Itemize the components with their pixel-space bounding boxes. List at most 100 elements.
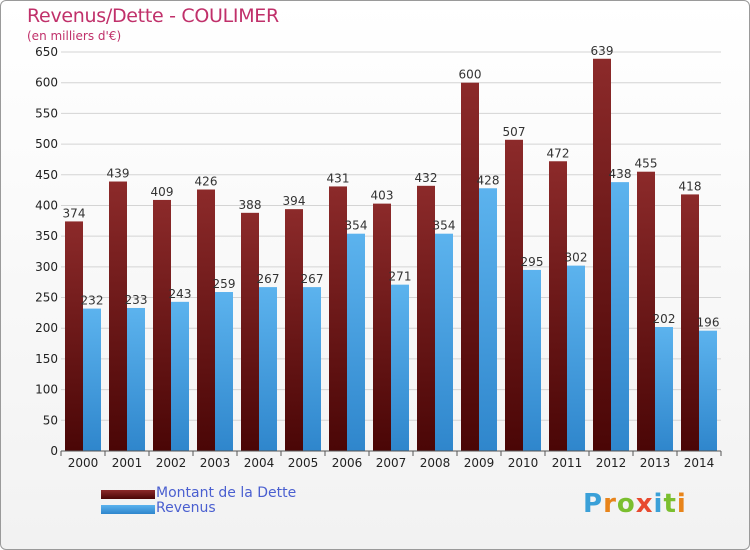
data-label-revenus-2005: 267 (301, 272, 324, 286)
logo-letter: r (603, 489, 617, 519)
y-tick-label: 300 (35, 260, 58, 274)
data-label-revenus-2000: 232 (81, 294, 104, 308)
bar-revenus-2013 (655, 327, 673, 451)
bar-debt-2001 (109, 181, 127, 451)
bar-debt-2013 (637, 171, 655, 451)
y-tick-label: 400 (35, 198, 58, 212)
data-label-revenus-2006: 354 (345, 219, 368, 233)
bar-revenus-2000 (83, 308, 101, 451)
data-label-revenus-2013: 202 (653, 312, 676, 326)
bar-debt-2010 (505, 139, 523, 451)
y-tick-label: 350 (35, 229, 58, 243)
bar-debt-2008 (417, 185, 435, 451)
legend-swatch-revenus (101, 505, 155, 514)
bar-revenus-2004 (259, 287, 277, 451)
bar-debt-2014 (681, 194, 699, 452)
chart-subtitle: (en milliers d'€) (27, 29, 122, 43)
data-label-debt-2000: 374 (63, 206, 86, 220)
x-tick-label-2012: 2012 (596, 456, 627, 470)
logo-letter: i (676, 489, 687, 519)
bar-debt-2002 (153, 199, 171, 451)
x-tick-label-2001: 2001 (112, 456, 143, 470)
y-tick-label: 100 (35, 383, 58, 397)
data-label-debt-2005: 394 (283, 194, 306, 208)
data-label-revenus-2009: 428 (477, 173, 500, 187)
y-tick-label: 50 (43, 413, 58, 427)
data-label-debt-2002: 409 (151, 185, 174, 199)
data-label-debt-2003: 426 (195, 175, 218, 189)
bar-debt-2004 (241, 212, 259, 451)
y-tick-label: 600 (35, 76, 58, 90)
y-tick-label: 500 (35, 137, 58, 151)
data-label-revenus-2010: 295 (521, 255, 544, 269)
bar-debt-2011 (549, 161, 567, 451)
bar-revenus-2012 (611, 182, 629, 452)
bar-debt-2003 (197, 189, 215, 452)
y-tick-label: 0 (50, 444, 58, 458)
data-label-debt-2012: 639 (591, 44, 614, 58)
y-axis-ticks: 0 50 100 150 200 250 300 350 400 450 500 550 600 650 (35, 45, 58, 458)
data-label-revenus-2014: 196 (697, 316, 720, 330)
y-tick-label: 150 (35, 352, 58, 366)
data-label-debt-2004: 388 (239, 198, 262, 212)
data-label-debt-2010: 507 (503, 125, 526, 139)
x-axis-ticks: 2000 2001 2002 2003 2004 2005 2006 2007 2008 2009… (60, 451, 722, 470)
data-label-debt-2014: 418 (679, 179, 702, 193)
x-tick-label-2000: 2000 (68, 456, 99, 470)
bar-revenus-2010 (523, 269, 541, 451)
proxiti-logo: Proxiti (583, 489, 687, 519)
data-labels: 374 232 439 233 409 243 426 259 388 267 394 267 431 3… (63, 44, 720, 330)
y-tick-label: 450 (35, 168, 58, 182)
bar-debt-2000 (65, 221, 83, 451)
x-tick-label-2010: 2010 (508, 456, 539, 470)
data-label-revenus-2001: 233 (125, 293, 148, 307)
data-label-debt-2009: 600 (459, 68, 482, 82)
x-tick-label-2006: 2006 (332, 456, 363, 470)
data-label-revenus-2012: 438 (609, 167, 632, 181)
data-label-revenus-2003: 259 (213, 277, 236, 291)
x-tick-label-2008: 2008 (420, 456, 451, 470)
bar-revenus-2009 (479, 188, 497, 451)
bar-revenus-2006 (347, 233, 365, 451)
bar-debt-2012 (593, 58, 611, 451)
y-tick-label: 200 (35, 321, 58, 335)
data-label-revenus-2002: 243 (169, 287, 192, 301)
bar-chart: 050100150200250300350400450500550600650 … (35, 44, 722, 470)
x-tick-label-2011: 2011 (552, 456, 583, 470)
data-label-revenus-2011: 302 (565, 251, 588, 265)
y-tick-label: 250 (35, 291, 58, 305)
legend-swatch-debt (101, 490, 155, 499)
bar-revenus-2001 (127, 307, 145, 451)
bar-debt-2006 (329, 186, 347, 451)
y-tick-label: 550 (35, 106, 58, 120)
chart-title: Revenus/Dette - COULIMER (27, 5, 279, 27)
x-tick-label-2002: 2002 (156, 456, 187, 470)
logo-letter: x (635, 489, 654, 519)
bar-revenus-2005 (303, 287, 321, 451)
data-label-debt-2013: 455 (635, 157, 658, 171)
x-tick-label-2013: 2013 (640, 456, 671, 470)
data-label-revenus-2007: 271 (389, 270, 412, 284)
x-tick-label-2014: 2014 (684, 456, 715, 470)
bar-revenus-2007 (391, 284, 409, 451)
data-label-revenus-2008: 354 (433, 219, 456, 233)
bar-revenus-2002 (171, 301, 189, 451)
data-label-debt-2006: 431 (327, 171, 350, 185)
y-tick-label: 650 (35, 45, 58, 59)
logo-letter: o (616, 489, 636, 519)
logo-letter: P (583, 489, 604, 519)
bar-revenus-2008 (435, 233, 453, 451)
logo-letter: t (663, 489, 677, 519)
data-label-debt-2007: 403 (371, 189, 394, 203)
logo-letter: i (653, 489, 664, 519)
bar-revenus-2014 (699, 330, 717, 451)
bar-debt-2009 (461, 82, 479, 451)
data-label-debt-2001: 439 (107, 167, 130, 181)
legend-label-revenus: Revenus (156, 500, 216, 516)
x-tick-label-2009: 2009 (464, 456, 495, 470)
x-tick-label-2005: 2005 (288, 456, 319, 470)
data-label-revenus-2004: 267 (257, 272, 280, 286)
data-label-debt-2011: 472 (547, 146, 570, 160)
legend-label-debt: Montant de la Dette (156, 485, 297, 501)
